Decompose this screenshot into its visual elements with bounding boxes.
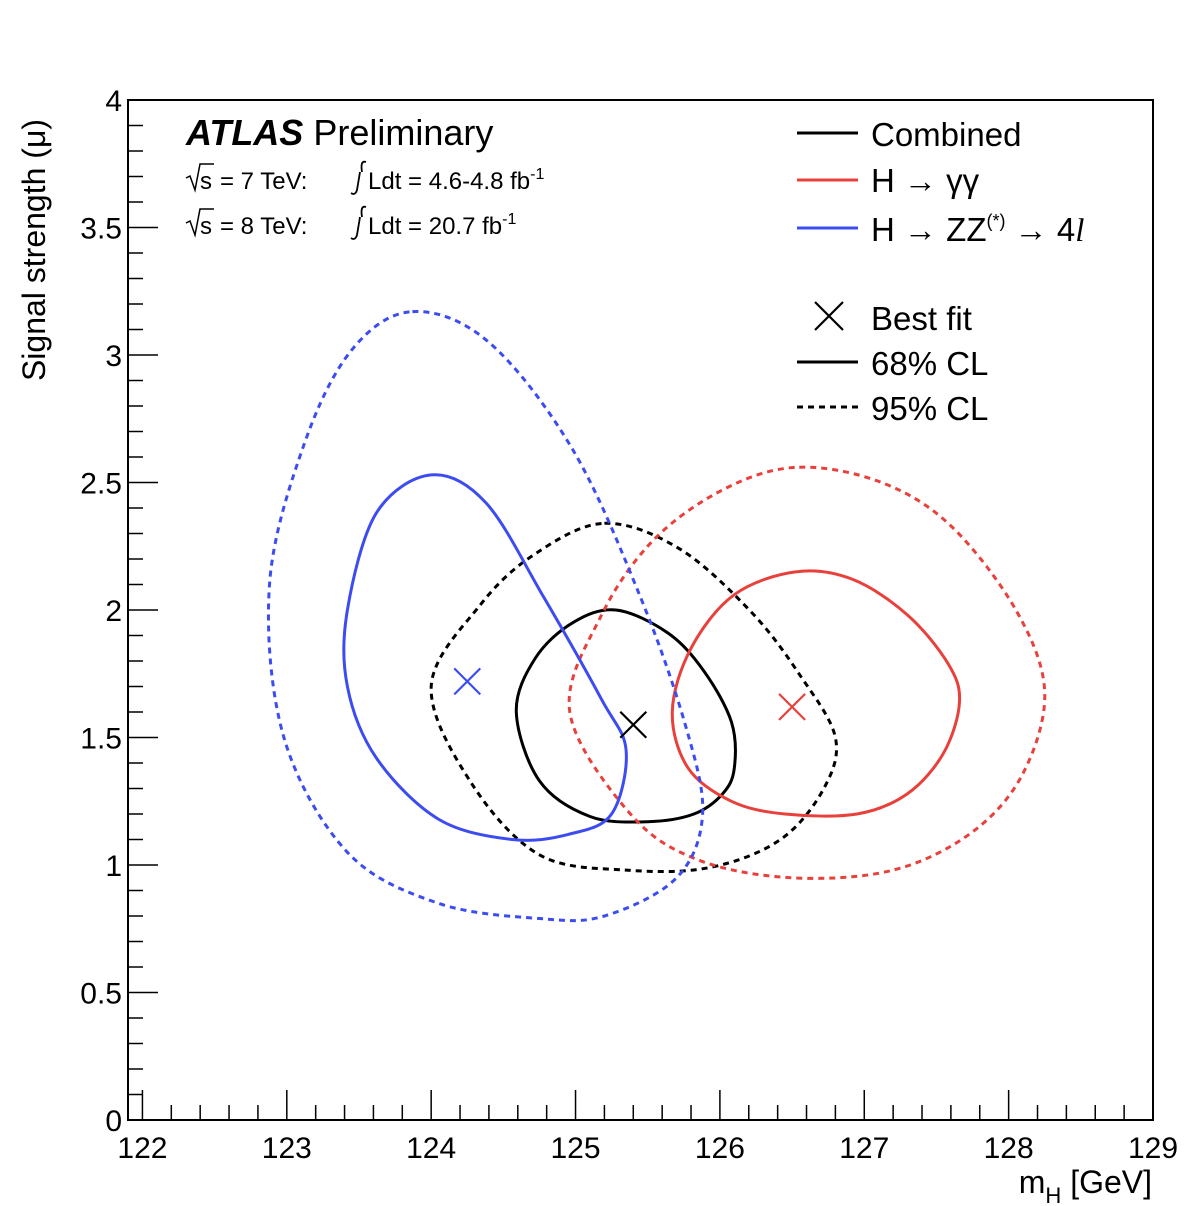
svg-text:Combined: Combined [871, 116, 1021, 153]
y-axis-title: Signal strength (μ) [16, 119, 52, 381]
legend-item-zz: H → ZZ(*) → 4l [797, 211, 1084, 249]
x-tick-label: 129 [1128, 1132, 1178, 1165]
svg-text:H → γγ: H → γγ [871, 162, 980, 199]
atlas-label: ATLAS Preliminary [185, 112, 493, 153]
best-fit-markers [453, 667, 806, 739]
svg-text:Best fit: Best fit [871, 300, 972, 337]
x-tick-label: 128 [984, 1132, 1034, 1165]
y-tick-label: 1 [105, 850, 122, 883]
legend-item-best-fit: Best fit [814, 300, 972, 337]
contours [266, 310, 1047, 923]
gammagamma-contour-68 [670, 569, 962, 818]
svg-text:Ldt = 20.7 fb-1: Ldt = 20.7 fb-1 [368, 211, 516, 240]
plot-frame [127, 99, 1154, 1121]
atlas-status: Preliminary [313, 112, 493, 153]
y-tick-label: 0.5 [80, 978, 122, 1011]
x-tick-label: 127 [839, 1132, 889, 1165]
svg-text:Ldt = 4.6-4.8 fb-1: Ldt = 4.6-4.8 fb-1 [368, 166, 544, 195]
y-tick-label: 1.5 [80, 723, 122, 756]
svg-text:= 7 TeV:: = 7 TeV: [220, 168, 307, 195]
x-tick-label: 124 [406, 1132, 456, 1165]
y-tick-label: 3.5 [80, 213, 122, 246]
x-tick-label: 126 [695, 1132, 745, 1165]
combined-best-fit-point [619, 710, 648, 739]
svg-text:s: s [200, 213, 212, 240]
tick-marks [128, 99, 1154, 1121]
gammagamma-contour-95 [567, 465, 1047, 880]
svg-text:68% CL: 68% CL [871, 345, 988, 382]
legend: Combined H → γγ H → ZZ(*) → 4l Best fit … [797, 116, 1084, 427]
x-tick-label: 125 [551, 1132, 601, 1165]
lumi-line-1: s = 7 TeV: Ldt = 4.6-4.8 fb-1 [185, 160, 544, 195]
gammagamma-best-fit-point [778, 693, 806, 721]
y-tick-label: 2.5 [80, 468, 122, 501]
zz-contour-68 [342, 473, 628, 842]
svg-text:95% CL: 95% CL [871, 390, 988, 427]
zz-contour-95 [266, 310, 705, 923]
legend-item-gammagamma: H → γγ [797, 162, 980, 199]
zz-best-fit-point [453, 667, 482, 696]
svg-text:H → ZZ(*) → 4l: H → ZZ(*) → 4l [871, 211, 1084, 249]
tick-labels: 122 123 124 125 126 127 128 129 0 0.5 1 1.5 2 2.5 3 3.5… [80, 85, 1178, 1165]
legend-item-combined: Combined [797, 116, 1021, 153]
combined-contour-68 [514, 608, 737, 824]
x-tick-label: 122 [117, 1132, 167, 1165]
best-fit-marker-icon [814, 301, 844, 331]
y-tick-label: 0 [105, 1105, 122, 1138]
svg-text:= 8 TeV:: = 8 TeV: [220, 213, 307, 240]
x-axis-title: mH [GeV] [1019, 1164, 1152, 1206]
legend-item-cl68: 68% CL [797, 345, 988, 382]
legend-item-cl95: 95% CL [797, 390, 988, 427]
y-tick-label: 3 [105, 340, 122, 373]
x-tick-label: 123 [262, 1132, 312, 1165]
svg-text:s: s [200, 168, 212, 195]
lumi-line-2: s = 8 TeV: Ldt = 20.7 fb-1 [185, 205, 516, 240]
y-tick-label: 2 [105, 595, 122, 628]
y-tick-label: 4 [105, 85, 122, 118]
atlas-brand: ATLAS [185, 112, 303, 153]
